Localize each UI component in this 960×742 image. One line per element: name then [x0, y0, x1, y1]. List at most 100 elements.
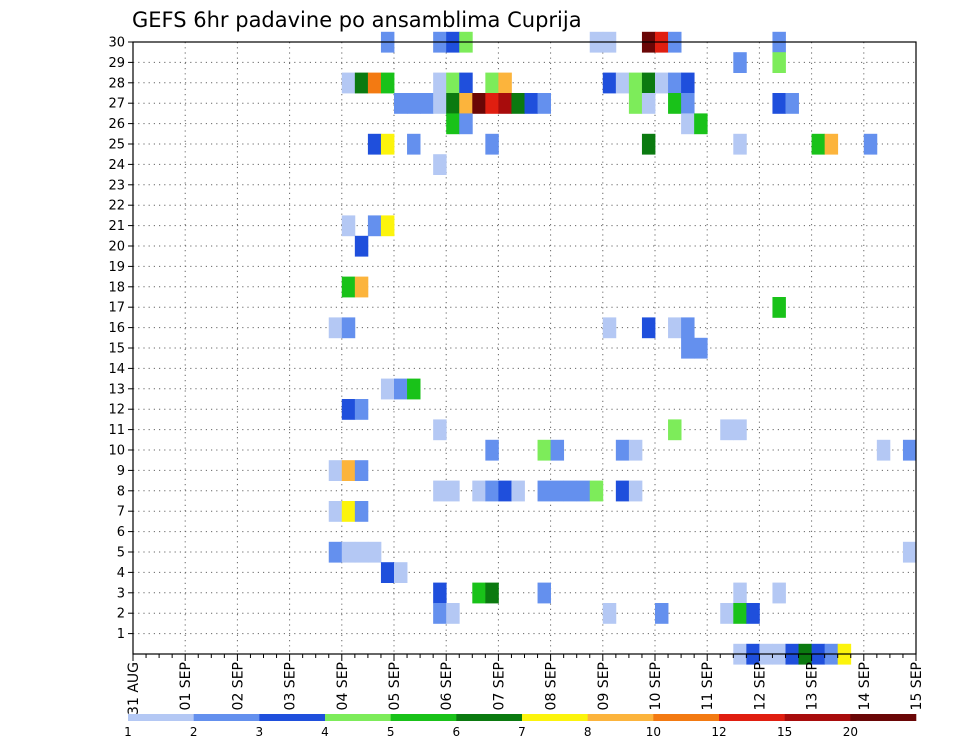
precip-cell: [328, 460, 343, 481]
precip-cell: [459, 72, 473, 94]
precip-cell: [472, 93, 486, 114]
y-tick-label: 1: [117, 627, 125, 642]
precip-cell: [433, 419, 447, 441]
precip-cell: [772, 93, 786, 114]
precip-cell: [472, 582, 486, 604]
data-cells: [328, 31, 917, 665]
precip-cell: [328, 541, 343, 563]
precip-cell: [681, 72, 695, 94]
precip-cell: [407, 93, 421, 114]
x-tick-label: 01 SEP: [178, 662, 194, 710]
precip-cell: [341, 460, 356, 481]
precip-cell: [498, 72, 512, 94]
y-tick-label: 2: [117, 607, 125, 622]
colorbar-label: 5: [387, 725, 395, 739]
precip-cell: [537, 439, 551, 461]
precip-cell: [733, 133, 747, 155]
x-tick-label: 14 SEP: [857, 662, 873, 710]
y-tick-label: 29: [108, 56, 125, 71]
y-tick-label: 12: [108, 403, 125, 418]
precip-cell: [354, 276, 369, 298]
y-tick-label: 28: [108, 76, 125, 91]
precip-cell: [498, 480, 512, 502]
precip-cell: [433, 154, 447, 175]
y-tick-label: 9: [117, 464, 125, 479]
precip-cell: [446, 480, 460, 502]
y-tick-label: 5: [117, 546, 125, 561]
chart-title: GEFS 6hr padavine po ansamblima Cuprija: [132, 8, 582, 32]
precip-cell: [394, 378, 408, 400]
y-tick-label: 10: [108, 444, 125, 459]
precip-cell: [550, 439, 565, 461]
precip-cell: [681, 317, 695, 339]
precip-cell: [341, 72, 356, 94]
precip-cell: [446, 72, 460, 94]
precip-cell: [563, 480, 578, 502]
precip-cell: [537, 480, 551, 502]
y-tick-label: 23: [108, 178, 125, 193]
y-tick-label: 27: [108, 97, 125, 112]
precip-cell: [354, 235, 369, 257]
plot-frame: [132, 41, 917, 655]
y-tick-label: 3: [117, 586, 125, 601]
y-tick-label: 20: [108, 240, 125, 255]
precip-cell: [668, 317, 682, 339]
precip-cell: [681, 93, 695, 114]
x-tick-label: 09 SEP: [596, 662, 612, 710]
y-tick-label: 18: [108, 280, 125, 295]
y-tick-label: 30: [108, 36, 125, 51]
precip-cell: [811, 133, 826, 155]
precip-cell: [537, 582, 551, 604]
precip-cell: [733, 582, 747, 604]
x-tick-label: 15 SEP: [909, 662, 925, 710]
precip-cell: [615, 439, 630, 461]
precip-cell: [354, 501, 369, 522]
precip-cell: [433, 72, 447, 94]
precip-cell: [641, 317, 656, 339]
precip-cell: [328, 317, 343, 339]
y-tick-label: 19: [108, 260, 125, 275]
colorbar-swatch: [193, 714, 260, 721]
precip-cell: [863, 133, 878, 155]
y-tick-label: 7: [117, 505, 125, 520]
precip-cell: [902, 439, 917, 461]
y-tick-label: 17: [108, 301, 125, 316]
precip-cell: [615, 72, 630, 94]
precip-cell: [407, 378, 421, 400]
precip-cell: [446, 113, 460, 135]
precip-cell: [354, 399, 369, 420]
precip-cell: [720, 603, 734, 624]
colorbar-label: 2: [190, 725, 198, 739]
colorbar-label: 20: [843, 725, 858, 739]
x-tick-label: 12 SEP: [752, 662, 768, 710]
precip-cell: [550, 480, 565, 502]
precip-cell: [433, 603, 447, 624]
precip-cell: [641, 133, 656, 155]
y-tick-label: 11: [108, 423, 125, 438]
precip-cell: [602, 72, 617, 94]
y-tick-label: 15: [108, 342, 125, 357]
precip-cell: [641, 72, 656, 94]
precip-cell: [628, 480, 643, 502]
precip-cell: [602, 603, 617, 624]
y-tick-label: 21: [108, 219, 125, 234]
colorbar-swatch: [390, 714, 457, 721]
precip-cell: [433, 93, 447, 114]
precip-cell: [681, 337, 695, 359]
precip-cell: [511, 93, 525, 114]
precip-cell: [733, 52, 747, 73]
precip-cell: [341, 541, 356, 563]
colorbar-label: 10: [646, 725, 661, 739]
x-tick-label: 11 SEP: [700, 662, 716, 710]
precip-cell: [694, 113, 708, 135]
colorbar-swatch: [850, 714, 917, 721]
colorbar-swatch: [128, 714, 194, 721]
x-tick-label: 06 SEP: [439, 662, 455, 710]
grid-lines: [132, 41, 917, 654]
colorbar-swatch: [259, 714, 326, 721]
precip-cell: [380, 378, 395, 400]
precip-cell: [394, 93, 408, 114]
precip-cell: [433, 480, 447, 502]
precip-cell: [602, 317, 617, 339]
